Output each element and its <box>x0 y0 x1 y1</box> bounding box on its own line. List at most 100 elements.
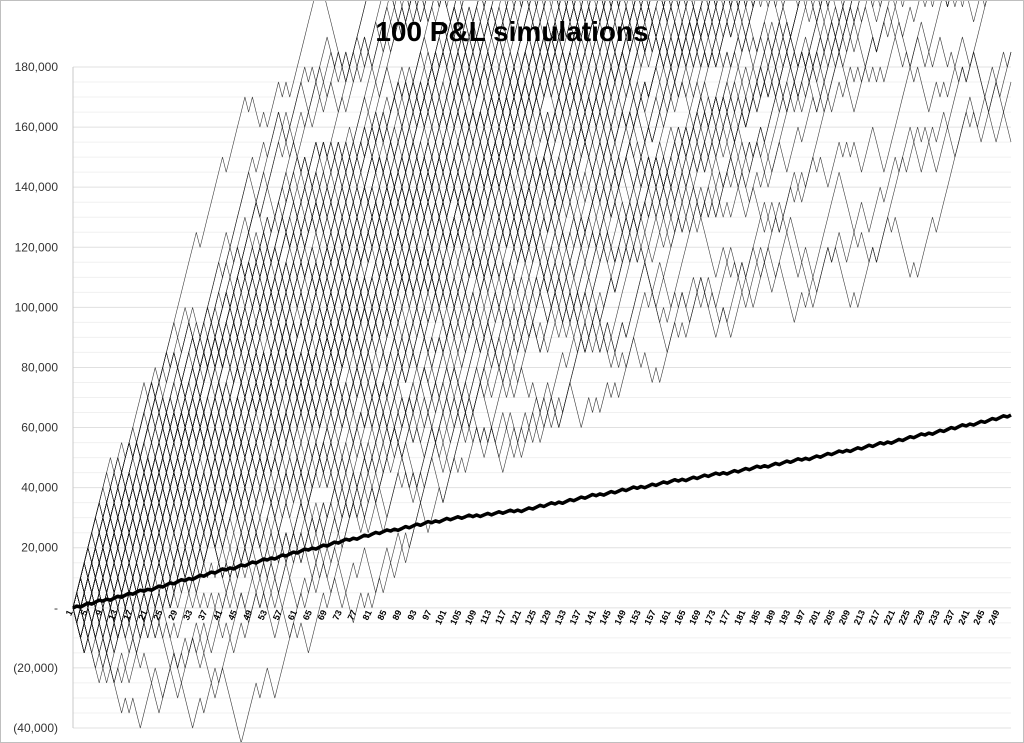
x-tick-label: 57 <box>271 608 284 621</box>
simulation-line <box>72 1 613 608</box>
simulation-line <box>72 1 486 608</box>
y-tick-label: (40,000) <box>13 721 58 735</box>
simulation-line <box>72 1 688 653</box>
simulation-line <box>72 1 673 608</box>
simulation-line <box>72 1 412 608</box>
simulation-line <box>72 1 696 653</box>
simulation-line <box>72 1 569 608</box>
x-tick-label: 201 <box>807 608 822 626</box>
x-tick-label: 85 <box>375 608 388 621</box>
simulation-line <box>72 1 561 608</box>
simulation-line <box>72 1 845 683</box>
y-tick-label: 40,000 <box>21 481 58 495</box>
y-tick-label: 20,000 <box>21 541 58 555</box>
x-tick-label: 105 <box>448 608 463 626</box>
simulation-line <box>72 1 569 608</box>
simulation-line <box>72 1 778 653</box>
simulation-line <box>72 1 606 608</box>
x-tick-label: 157 <box>642 608 657 626</box>
simulation-line <box>72 1 868 653</box>
simulation-line <box>72 1 546 608</box>
y-tick-label: - <box>54 601 58 615</box>
x-tick-label: 37 <box>196 608 209 621</box>
y-tick-label: 80,000 <box>21 360 58 374</box>
simulation-line <box>72 1 621 608</box>
simulation-line <box>72 1 823 623</box>
simulation-line <box>72 1 830 608</box>
x-tick-label: 25 <box>151 608 164 621</box>
simulation-line <box>72 1 823 608</box>
y-tick-label: 100,000 <box>15 300 59 314</box>
simulation-line <box>72 1 920 653</box>
x-tick-label: 101 <box>433 608 448 626</box>
x-tick-label: 165 <box>672 608 687 626</box>
simulation-line <box>72 1 740 608</box>
simulation-line <box>72 1 980 608</box>
simulation-line <box>72 1 800 623</box>
x-tick-label: 41 <box>211 608 224 621</box>
simulation-line <box>72 1 755 608</box>
x-tick-label: 61 <box>286 608 299 621</box>
x-tick-label: 221 <box>882 608 897 626</box>
x-tick-label: 205 <box>822 608 837 626</box>
simulation-line <box>72 1 486 623</box>
x-tick-label: 213 <box>852 608 867 626</box>
simulation-line <box>72 81 1012 608</box>
simulation-line <box>72 1 643 668</box>
x-tick-label: 217 <box>867 608 882 626</box>
x-tick-label: 45 <box>226 608 239 621</box>
x-tick-label: 141 <box>583 608 598 626</box>
simulation-line <box>72 1 494 638</box>
x-tick-label: 133 <box>553 608 568 626</box>
x-tick-label: 233 <box>926 608 941 626</box>
simulation-line <box>72 1 666 608</box>
simulation-line <box>72 1 412 608</box>
simulation-line <box>72 1 613 608</box>
x-tick-label: 13 <box>106 608 119 621</box>
x-tick-label: 197 <box>792 608 807 626</box>
simulation-line <box>72 1 561 608</box>
simulation-line <box>72 1 770 608</box>
x-tick-label: 49 <box>241 608 254 621</box>
x-tick-label: 181 <box>732 608 747 626</box>
x-tick-label: 97 <box>420 608 433 621</box>
x-tick-label: 29 <box>166 608 179 621</box>
simulation-line <box>72 1 853 608</box>
simulation-line <box>72 1 486 608</box>
x-tick-label: 89 <box>390 608 403 621</box>
simulation-line <box>72 1 434 608</box>
x-tick-label: 65 <box>301 608 314 621</box>
simulation-line <box>72 1 950 653</box>
x-tick-label: 73 <box>331 608 344 621</box>
x-tick-label: 229 <box>911 608 926 626</box>
x-tick-label: 77 <box>346 608 359 621</box>
x-tick-label: 249 <box>986 608 1001 626</box>
x-tick-label: 121 <box>508 608 523 626</box>
simulation-line <box>72 1 576 608</box>
simulation-line <box>72 1 591 608</box>
x-axis: 1 5 9 13 17 21 25 29 33 37 41 45 49 53 57 61 65 69 73 77 81 8… <box>64 608 1002 626</box>
x-tick-label: 161 <box>657 608 672 626</box>
x-tick-label: 93 <box>405 608 418 621</box>
x-tick-label: 17 <box>121 608 134 621</box>
x-tick-label: 153 <box>627 608 642 626</box>
x-tick-label: 21 <box>136 608 149 621</box>
simulation-lines <box>72 1 1012 742</box>
simulation-line <box>72 1 651 653</box>
x-tick-label: 149 <box>613 608 628 626</box>
simulation-line <box>72 1 576 608</box>
simulation-line <box>72 1 882 608</box>
x-tick-label: 145 <box>598 608 613 626</box>
x-tick-label: 241 <box>956 608 971 626</box>
simulation-line <box>72 1 636 653</box>
simulation-line <box>72 1 666 608</box>
y-axis: (40,000) (20,000) - 20,000 40,000 60,000 80,00… <box>13 60 74 735</box>
simulation-line <box>72 1 718 608</box>
y-tick-label: 140,000 <box>15 180 59 194</box>
x-tick-label: 189 <box>762 608 777 626</box>
x-tick-label: 9 <box>94 608 105 617</box>
simulation-line <box>72 1 539 623</box>
x-tick-label: 237 <box>941 608 956 626</box>
